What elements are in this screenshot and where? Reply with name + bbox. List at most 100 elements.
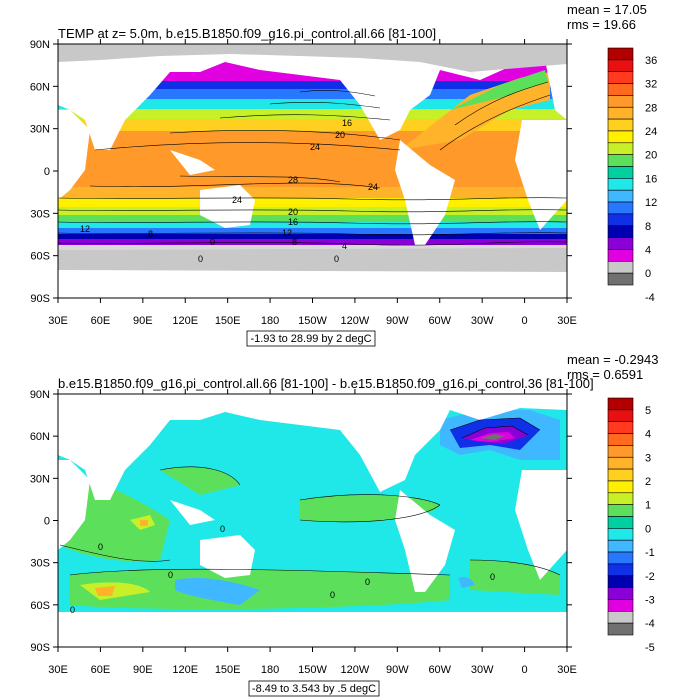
x-tick-label: 0 <box>522 664 528 676</box>
colorbar-swatch <box>607 260 634 274</box>
contour-label: 8 <box>148 229 153 239</box>
contour-label: 0 <box>98 542 103 552</box>
x-tick-label: 150E <box>215 664 241 676</box>
y-tick-label: 90S <box>30 642 50 654</box>
panel-2-y-axis: 90N 60N 30N 0 30S 60S 90S <box>30 389 572 654</box>
panel-1-contour-labels: 16 20 24 28 24 24 20 12 16 12 8 8 0 4 0 … <box>80 118 378 264</box>
panel-2: b.e15.B1850.f09_g16.pi_control.all.66 [8… <box>30 352 658 697</box>
colorbar-label: 32 <box>645 79 657 91</box>
colorbar-label: 3 <box>645 452 651 464</box>
colorbar-label: 0 <box>645 523 651 535</box>
colorbar-swatch <box>607 272 634 286</box>
contour-label: 0 <box>490 572 495 582</box>
colorbar-swatch <box>607 539 634 553</box>
panel-2-land <box>58 394 567 647</box>
colorbar-label: 4 <box>645 244 651 256</box>
x-tick-label: 120E <box>172 664 198 676</box>
panel-2-range-note-box: -8.49 to 3.543 by .5 degC <box>248 680 380 697</box>
contour-label: 28 <box>288 175 298 185</box>
colorbar-swatch <box>607 397 634 411</box>
x-tick-label: 150W <box>298 664 327 676</box>
colorbar-swatch <box>607 154 634 167</box>
panel-1-x-axis: 30E 60E 90E 120E 150E 180 150W 120W 90W 60W 30W 0 30… <box>48 39 577 327</box>
colorbar-label: 0 <box>645 268 651 280</box>
colorbar-swatch <box>607 409 634 423</box>
panel-2-x-axis: 30E 60E 90E 120E 150E 180 150W 120W 90W 60W 30W 0 30… <box>48 389 577 676</box>
panel-1-rms: rms = 19.66 <box>567 17 636 32</box>
colorbar-swatch <box>607 189 634 203</box>
contour-label: 0 <box>198 254 203 264</box>
colorbar-swatch <box>607 445 634 458</box>
colorbar-swatch <box>607 575 634 588</box>
x-tick-label: 30E <box>48 315 68 327</box>
colorbar-swatch <box>607 468 634 482</box>
panel-1-mean: mean = 17.05 <box>567 2 647 17</box>
x-tick-label: 120W <box>341 664 370 676</box>
panel-2-range-note: -8.49 to 3.543 by .5 degC <box>252 683 376 695</box>
x-tick-label: 60E <box>91 315 111 327</box>
contour-label: 24 <box>368 182 378 192</box>
colorbar-swatch <box>607 480 634 494</box>
x-tick-label: 30W <box>471 315 494 327</box>
panel-1-range-note-box: -1.93 to 28.99 by 2 degC <box>246 330 376 347</box>
contour-label: 0 <box>334 254 339 264</box>
colorbar-swatch <box>607 249 634 262</box>
colorbar-label: 4 <box>645 429 651 441</box>
colorbar-swatch <box>607 551 634 565</box>
x-tick-label: 180 <box>261 664 279 676</box>
colorbar-label: 20 <box>645 150 657 162</box>
y-tick-label: 90N <box>30 389 50 401</box>
y-tick-label: 30N <box>30 473 50 485</box>
x-tick-label: 30E <box>557 315 577 327</box>
colorbar-swatch <box>607 95 634 108</box>
contour-label: 16 <box>288 217 298 227</box>
colorbar-swatch <box>607 492 634 505</box>
x-tick-label: 0 <box>522 315 528 327</box>
contour-label: 0 <box>365 577 370 587</box>
colorbar-swatch <box>607 528 634 541</box>
colorbar-swatch <box>607 118 634 132</box>
colorbar-swatch <box>607 433 634 446</box>
y-tick-label: 30N <box>30 124 50 136</box>
colorbar-swatch <box>607 504 634 517</box>
colorbar-label: 12 <box>645 197 657 209</box>
panel-1-colorbar: 36 32 28 24 20 16 12 8 4 0 -4 <box>607 47 657 304</box>
colorbar-label: 28 <box>645 102 657 114</box>
colorbar-swatch <box>607 213 634 227</box>
x-tick-label: 150W <box>298 315 327 327</box>
colorbar-label: 36 <box>645 55 657 67</box>
colorbar-swatch <box>607 599 634 612</box>
y-tick-label: 0 <box>44 516 50 528</box>
colorbar-swatch <box>607 47 634 61</box>
colorbar-label: -1 <box>645 547 655 559</box>
colorbar-label: 8 <box>645 221 651 233</box>
panel-2-map: 0 0 0 0 0 0 0 <box>58 394 567 647</box>
panel-1-y-axis: 90N 60N 30N 0 30S 60S 90S <box>30 39 572 305</box>
y-tick-label: 90N <box>30 39 50 51</box>
contour-label: 8 <box>292 237 297 247</box>
panel-2-title: b.e15.B1850.f09_g16.pi_control.all.66 [8… <box>58 376 594 391</box>
panel-1-range-note: -1.93 to 28.99 by 2 degC <box>250 333 371 345</box>
y-tick-label: 30S <box>30 208 50 220</box>
colorbar-label: 24 <box>645 126 657 138</box>
x-tick-label: 30W <box>471 664 494 676</box>
panel-2-rms: rms = 0.6591 <box>567 367 643 382</box>
colorbar-swatch <box>607 59 634 72</box>
colorbar-swatch <box>607 106 634 120</box>
contour-label: 0 <box>70 605 75 615</box>
x-tick-label: 30E <box>48 664 68 676</box>
contour-label: 20 <box>288 207 298 217</box>
contour-label: 0 <box>220 524 225 534</box>
colorbar-swatch <box>607 142 634 155</box>
contour-label: 4 <box>342 241 347 251</box>
colorbar-swatch <box>607 71 634 84</box>
colorbar-label: -5 <box>645 642 655 654</box>
contour-label: 12 <box>282 228 292 238</box>
x-tick-label: 60E <box>91 664 111 676</box>
colorbar-swatch <box>607 516 634 529</box>
colorbar-label: 16 <box>645 173 657 185</box>
colorbar-swatch <box>607 563 634 577</box>
y-tick-label: 30S <box>30 558 50 570</box>
panel-2-colorbar: 5 4 3 2 1 0 -1 -2 -3 -4 -5 <box>607 397 655 654</box>
colorbar-label: -4 <box>645 292 655 304</box>
